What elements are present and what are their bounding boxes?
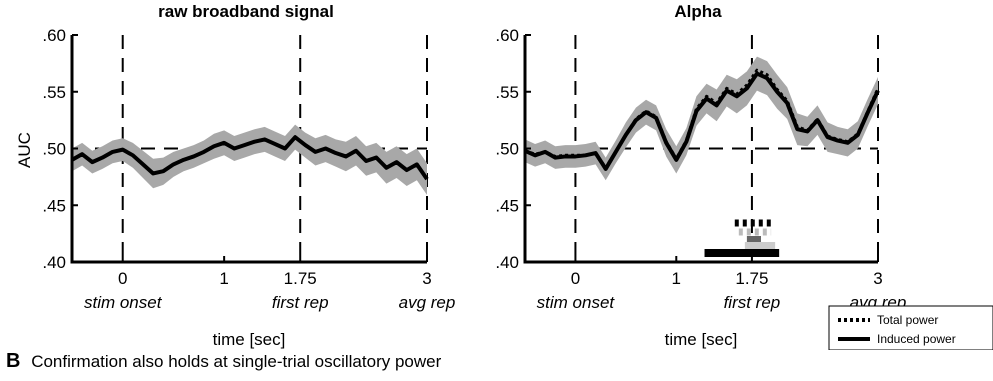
y-tick-label: .50 <box>495 140 519 159</box>
event-label: stim onset <box>84 293 163 312</box>
y-tick-label: .45 <box>42 196 66 215</box>
event-label: first rep <box>724 293 781 312</box>
error-band <box>525 56 878 181</box>
y-tick-label: .55 <box>42 83 66 102</box>
y-tick-label: .45 <box>495 196 519 215</box>
panel-letter: B <box>6 350 21 372</box>
x-tick-label: 1 <box>672 269 681 288</box>
event-label: first rep <box>272 293 329 312</box>
x-tick-label: 1 <box>219 269 228 288</box>
chart-title: Alpha <box>674 2 722 21</box>
y-tick-label: .60 <box>42 26 66 45</box>
chart-raw-broadband: raw broadband signal AUC time [sec] .40.… <box>15 2 455 349</box>
legend-box <box>828 305 993 350</box>
y-tick-label: .50 <box>42 140 66 159</box>
y-tick-label: .40 <box>495 253 519 272</box>
y-tick-label: .60 <box>495 26 519 45</box>
x-axis-label: time [sec] <box>665 330 738 349</box>
legend-induced-label: Induced power <box>877 332 956 346</box>
series-line <box>71 135 429 181</box>
x-tick-label: 0 <box>571 269 580 288</box>
x-tick-label: 1.75 <box>735 269 768 288</box>
event-label: avg rep <box>399 293 456 312</box>
x-tick-label: 3 <box>873 269 882 288</box>
event-label: stim onset <box>537 293 616 312</box>
legend-total-label: Total power <box>877 313 938 327</box>
panel-b-heading: B Confirmation also holds at single-tria… <box>6 350 441 373</box>
x-tick-label: 0 <box>118 269 127 288</box>
series-line-total <box>524 68 880 170</box>
y-tick-label: .40 <box>42 253 66 272</box>
chart-title: raw broadband signal <box>158 2 334 21</box>
error-band <box>72 124 427 196</box>
y-tick-label: .55 <box>495 83 519 102</box>
x-axis-label: time [sec] <box>213 330 286 349</box>
figure: raw broadband signal AUC time [sec] .40.… <box>15 2 993 350</box>
y-axis-label: AUC <box>15 132 34 168</box>
chart-alpha: Alpha time [sec] .40 .45 .50 .55 .60 0 1 1.75 3 s… <box>495 2 906 349</box>
legend: Total power Induced power <box>828 305 993 350</box>
panel-caption: Confirmation also holds at single-trial … <box>31 352 442 371</box>
x-tick-label: 1.75 <box>284 269 317 288</box>
x-tick-label: 3 <box>422 269 431 288</box>
